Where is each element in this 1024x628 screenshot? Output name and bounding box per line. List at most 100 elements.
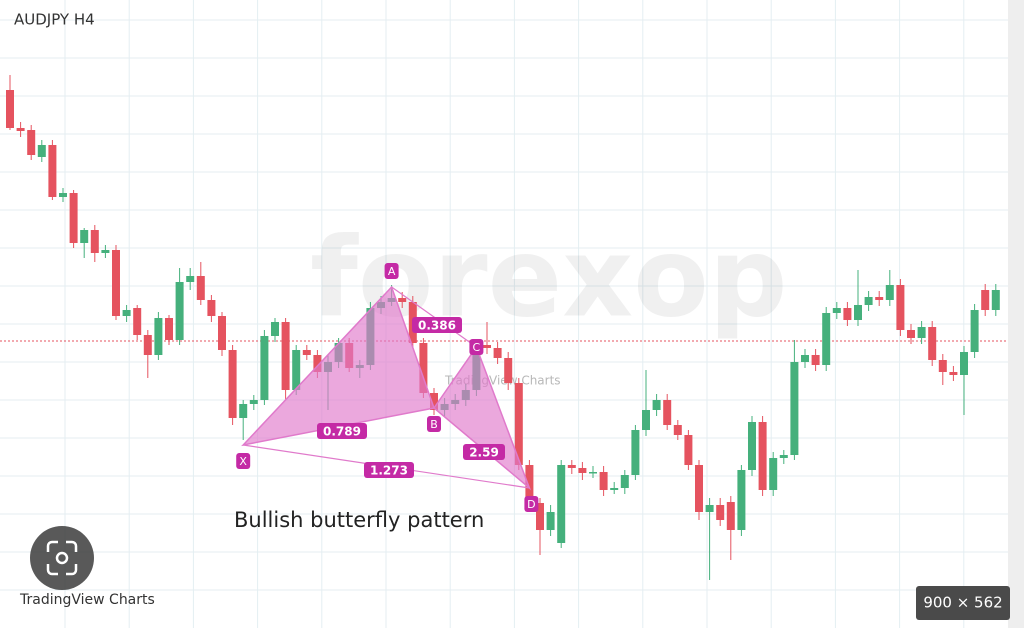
candle-body (228, 350, 237, 418)
candle-body (260, 336, 269, 400)
point-label-bg (524, 496, 539, 512)
candle-body (398, 298, 407, 302)
candle-body (737, 470, 746, 530)
candle-body (133, 308, 142, 335)
ratio-label: 0.789 (323, 425, 361, 439)
candle-body (80, 230, 89, 243)
candle-body (642, 410, 650, 430)
side-strip (1008, 0, 1024, 628)
candle-body (239, 404, 248, 418)
candle-body (705, 505, 714, 512)
candle-body (695, 465, 703, 512)
candle-body (991, 290, 1000, 310)
candle-body (769, 458, 778, 490)
candle-body (917, 327, 926, 338)
ratio-label-bg (412, 317, 462, 333)
candle-body (493, 348, 502, 358)
candle-body (112, 250, 120, 316)
candle-body (716, 505, 725, 520)
candle-body (875, 297, 884, 300)
plot: X A B C D 0.386 0.789 1.273 2.59 (0, 75, 1008, 580)
candle-body (313, 355, 322, 372)
candle-body (779, 455, 788, 458)
chart-title: AUDJPY H4 (14, 11, 95, 29)
candle-body (981, 290, 990, 310)
candle-body (801, 355, 809, 362)
candle-body (122, 310, 131, 316)
candle-body (271, 322, 279, 336)
candle-body (281, 322, 290, 390)
candle-body (811, 355, 820, 365)
candle-body (16, 128, 25, 131)
candle-body (536, 503, 544, 530)
candle-body (907, 330, 915, 338)
candle-body (726, 502, 735, 530)
candle-body (430, 393, 438, 410)
candle-body (663, 400, 672, 425)
candle-body (59, 193, 67, 197)
source-label: TradingView Charts (19, 592, 155, 608)
point-label-bg (427, 416, 441, 432)
candle-body (557, 465, 566, 543)
candle-body (143, 335, 152, 355)
candle-body (6, 90, 14, 128)
candle-body (822, 313, 831, 365)
candle-body (48, 145, 57, 197)
candle-body (292, 350, 301, 390)
ratio-label-bg (364, 462, 414, 478)
candle-body (196, 276, 205, 300)
ratio-label: 0.386 (418, 319, 456, 333)
candle-body (589, 472, 597, 474)
candle-body (960, 352, 968, 375)
candle-body (525, 465, 534, 503)
candle-body (673, 425, 682, 435)
candle-body (37, 145, 46, 157)
candle-body (620, 475, 629, 488)
candle-body (896, 285, 905, 330)
candle-body (843, 308, 852, 320)
pattern-title: Bullish butterfly pattern (234, 508, 484, 532)
candle-body (832, 308, 841, 313)
candle-body (652, 400, 661, 410)
candle-body (302, 350, 311, 355)
candle-body (514, 383, 523, 465)
candle-body (748, 422, 756, 470)
candle-body (610, 488, 619, 490)
point-label: X (239, 455, 247, 468)
point-label-bg (469, 339, 484, 355)
candle-body (90, 230, 99, 253)
candle-body (938, 360, 947, 372)
ratio-label-bg (317, 423, 367, 439)
candle-body (207, 300, 216, 316)
candle-body (885, 285, 894, 300)
candle-body (854, 305, 862, 320)
candle-body (758, 422, 767, 490)
candle-body (419, 343, 428, 393)
lens-button[interactable] (30, 526, 94, 590)
candle-body (165, 318, 173, 340)
candle-body (684, 435, 693, 465)
candle-body (154, 318, 163, 355)
ratio-label-bg (463, 444, 505, 460)
candle-body (578, 468, 587, 473)
candle-body (949, 372, 958, 375)
candle-body (567, 465, 576, 468)
candle-body (69, 193, 78, 243)
candle-body (790, 362, 799, 455)
candle-body (504, 358, 513, 383)
candle-body (218, 316, 226, 350)
candle-body (864, 297, 873, 305)
point-label: B (430, 418, 438, 431)
point-label-bg (236, 453, 251, 469)
ratio-label: 2.59 (469, 446, 499, 460)
size-badge (916, 586, 1010, 620)
point-label: A (388, 265, 396, 278)
candle-body (631, 430, 640, 475)
candle-body (249, 400, 258, 404)
lens-icon (46, 540, 78, 576)
candle-body (599, 472, 608, 490)
candle-body (970, 310, 979, 352)
